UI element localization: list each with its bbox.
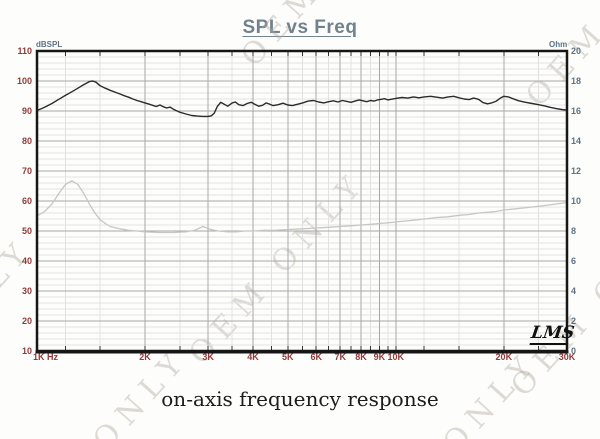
right-axis-title: Ohm xyxy=(549,40,568,49)
left-axis-title: dBSPL xyxy=(36,40,63,49)
impedance-curve xyxy=(36,180,568,234)
chart-title: SPL vs Freq xyxy=(242,17,358,38)
spl-curve xyxy=(36,80,568,118)
caption: on-axis frequency response xyxy=(161,387,439,411)
lms-logo: LMS xyxy=(529,323,576,345)
